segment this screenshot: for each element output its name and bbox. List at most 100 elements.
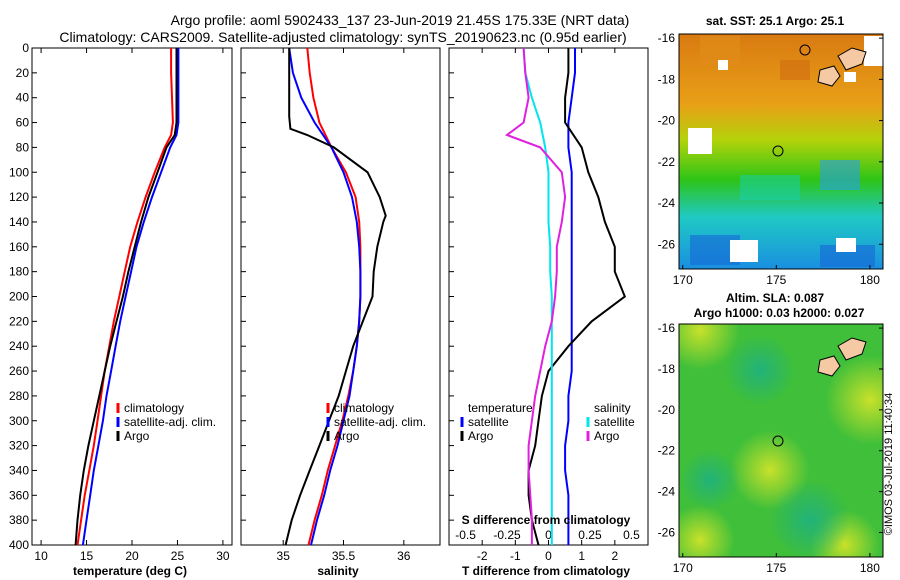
salinity-legend-label: satellite-adj. clim. bbox=[334, 415, 426, 429]
sst-missing-cell bbox=[844, 72, 856, 82]
fiji-island-outline bbox=[817, 355, 841, 377]
depth-tick-label: 120 bbox=[9, 190, 29, 204]
fiji-island-outline bbox=[837, 337, 867, 361]
sst-map-title: sat. SST: 25.1 Argo: 25.1 bbox=[706, 14, 845, 28]
map-lat-label: -20 bbox=[658, 114, 676, 128]
map-lat-label: -16 bbox=[658, 321, 676, 335]
diff-legend-salinity-header: salinity bbox=[594, 401, 631, 415]
diff-legend-salinity-label: satellite bbox=[594, 415, 635, 429]
diff-legend-temperature-label: satellite bbox=[468, 415, 509, 429]
sst-map-frame bbox=[678, 33, 884, 270]
depth-tick-label: 240 bbox=[9, 339, 29, 353]
figure-title-line2: Climatology: CARS2009. Satellite-adjuste… bbox=[59, 29, 626, 45]
temperature-series-satellite bbox=[81, 48, 180, 545]
depth-tick-label: 280 bbox=[9, 389, 29, 403]
temperature-series-argo bbox=[74, 48, 178, 545]
sla-map-frame bbox=[678, 323, 884, 558]
depth-tick-label: 140 bbox=[9, 215, 29, 229]
x-tick-label: 15 bbox=[80, 549, 94, 563]
map-lat-label: -18 bbox=[658, 72, 676, 86]
temperature-panel: 10 15 20 25 30020406080100120140160180200220… bbox=[9, 41, 454, 563]
x-tick-label: 10 bbox=[34, 549, 48, 563]
x-tick-label: 0 bbox=[545, 549, 552, 563]
temperature-legend-label: Argo bbox=[124, 429, 150, 443]
sst-patch bbox=[820, 160, 860, 190]
depth-tick-label: 200 bbox=[9, 290, 29, 304]
difference-xlabel: T difference from climatology bbox=[462, 564, 630, 578]
s-diff-tick-label: 0 bbox=[545, 528, 552, 542]
map-lat-label: -22 bbox=[658, 444, 676, 458]
temperature-xlabel: temperature (deg C) bbox=[73, 564, 187, 578]
fiji-island-outline bbox=[799, 44, 811, 56]
depth-tick-label: 380 bbox=[9, 513, 29, 527]
depth-tick-label: 300 bbox=[9, 414, 29, 428]
argo-position-marker bbox=[772, 435, 784, 447]
sla-map-subtitle: Argo h1000: 0.03 h2000: 0.027 bbox=[694, 306, 865, 320]
temperature-legend-label: satellite-adj. clim. bbox=[124, 415, 216, 429]
argo-position-marker bbox=[772, 145, 784, 157]
x-tick-label: 1 bbox=[578, 549, 585, 563]
depth-tick-label: 320 bbox=[9, 439, 29, 453]
imos-watermark: ©IMOS 03-Jul-2019 11:40:34 bbox=[883, 393, 895, 535]
fiji-island-outline bbox=[817, 65, 841, 87]
depth-tick-label: 180 bbox=[9, 265, 29, 279]
sst-missing-cell bbox=[836, 238, 856, 252]
diff-legend-temperature-header: temperature bbox=[468, 401, 533, 415]
depth-tick-label: 60 bbox=[16, 116, 30, 130]
map-lon-label: 180 bbox=[860, 561, 880, 575]
temperature-panel-frame bbox=[31, 47, 233, 546]
depth-tick-label: 160 bbox=[9, 240, 29, 254]
temperature-series-climatology bbox=[76, 48, 174, 545]
x-tick-label: 25 bbox=[171, 549, 185, 563]
difference-series-3 bbox=[504, 48, 567, 545]
s-diff-tick-label: -0.25 bbox=[493, 528, 521, 542]
map-lat-label: -24 bbox=[658, 485, 676, 499]
temperature-legend-label: climatology bbox=[124, 401, 184, 415]
sla-map-axes: 170 175 180 -16 -18 -20 -22 -24 -26 bbox=[658, 321, 883, 575]
sst-map: sat. SST: 25.1 Argo: 25.1 170 175 180 -16 -1… bbox=[658, 14, 884, 287]
sla-map: Altim. SLA: 0.087 Argo h1000: 0.03 h2000… bbox=[658, 291, 884, 575]
sla-map-title: Altim. SLA: 0.087 bbox=[726, 291, 824, 305]
map-lon-label: 175 bbox=[766, 273, 786, 287]
salinity-series-satellite bbox=[288, 48, 362, 545]
sst-missing-cell bbox=[864, 36, 883, 66]
depth-tick-label: 220 bbox=[9, 314, 29, 328]
sla-high-anomaly bbox=[825, 355, 883, 445]
salinity-series-argo bbox=[284, 48, 387, 545]
figure-title-line1: Argo profile: aoml 5902433_137 23-Jun-20… bbox=[171, 12, 630, 28]
salinity-xlabel: salinity bbox=[317, 564, 359, 578]
x-tick-label: 36 bbox=[397, 549, 411, 563]
s-diff-tick-label: 0.25 bbox=[578, 528, 602, 542]
x-tick-label: 30 bbox=[216, 549, 230, 563]
sst-missing-cell bbox=[688, 128, 712, 154]
difference-panel-frame bbox=[448, 47, 649, 546]
sla-low-anomaly bbox=[770, 480, 850, 557]
sla-low-anomaly bbox=[680, 450, 740, 510]
sst-missing-cell bbox=[730, 240, 758, 262]
map-lat-label: -20 bbox=[658, 403, 676, 417]
sst-patch bbox=[820, 245, 875, 267]
x-tick-label: 2 bbox=[611, 549, 618, 563]
x-tick-label: -2 bbox=[477, 549, 488, 563]
diff-legend-temperature-label: Argo bbox=[468, 429, 494, 443]
salinity-legend-label: Argo bbox=[334, 429, 360, 443]
map-lon-label: 180 bbox=[860, 273, 880, 287]
depth-tick-label: 100 bbox=[9, 165, 29, 179]
difference-series-2 bbox=[522, 48, 553, 545]
difference-series-0 bbox=[564, 48, 576, 545]
s-difference-xlabel: S difference from climatology bbox=[462, 513, 631, 527]
depth-tick-label: 340 bbox=[9, 463, 29, 477]
x-tick-label: 20 bbox=[125, 549, 139, 563]
map-lat-label: -22 bbox=[658, 155, 676, 169]
sla-high-anomaly bbox=[679, 505, 735, 557]
sla-high-anomaly bbox=[679, 324, 740, 370]
depth-tick-label: 0 bbox=[22, 41, 29, 55]
salinity-panel-frame bbox=[240, 47, 441, 546]
depth-tick-label: 20 bbox=[16, 66, 30, 80]
map-lat-label: -26 bbox=[658, 525, 676, 539]
fiji-island-outline bbox=[837, 47, 867, 71]
sst-missing-cell bbox=[718, 60, 728, 70]
x-tick-label: 35.5 bbox=[332, 549, 356, 563]
x-tick-label: -1 bbox=[510, 549, 521, 563]
